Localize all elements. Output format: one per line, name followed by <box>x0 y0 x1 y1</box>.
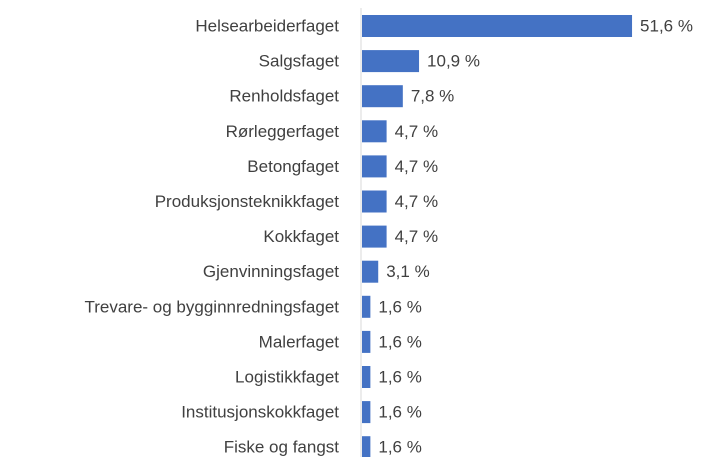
data-label: 4,7 % <box>395 122 438 141</box>
bar <box>362 436 371 457</box>
data-label: 51,6 % <box>640 16 693 35</box>
bar <box>362 85 403 108</box>
category-label: Malerfaget <box>259 332 340 351</box>
category-label: Fiske og fangst <box>224 438 340 457</box>
category-label: Kokkfaget <box>263 227 339 246</box>
category-label: Produksjonsteknikkfaget <box>155 192 340 211</box>
data-label: 4,7 % <box>395 227 438 246</box>
bar <box>362 50 420 73</box>
category-label: Betongfaget <box>247 157 339 176</box>
bar <box>362 330 371 353</box>
category-label: Trevare- og bygginnredningsfaget <box>84 297 339 316</box>
data-label: 1,6 % <box>378 438 421 457</box>
category-label: Logistikkfaget <box>235 367 339 386</box>
bar <box>362 401 371 424</box>
data-label: 1,6 % <box>378 367 421 386</box>
data-label: 1,6 % <box>378 297 421 316</box>
category-label: Salgsfaget <box>259 52 340 71</box>
data-label: 7,8 % <box>411 87 454 106</box>
bar <box>362 190 387 213</box>
data-label: 4,7 % <box>395 157 438 176</box>
bar <box>362 120 387 143</box>
data-label: 4,7 % <box>395 192 438 211</box>
bar <box>362 15 633 37</box>
category-label: Rørleggerfaget <box>226 122 340 141</box>
category-label: Renholdsfaget <box>229 87 339 106</box>
category-label: Helsearbeiderfaget <box>195 16 339 35</box>
data-label: 3,1 % <box>386 262 429 281</box>
category-label: Institusjonskokkfaget <box>181 403 339 422</box>
data-label: 1,6 % <box>378 332 421 351</box>
bar <box>362 366 371 388</box>
bar <box>362 260 379 283</box>
bar <box>362 155 387 178</box>
category-label: Gjenvinningsfaget <box>203 262 339 281</box>
data-label: 10,9 % <box>427 52 480 71</box>
bar <box>362 295 371 318</box>
data-label: 1,6 % <box>378 403 421 422</box>
bar <box>362 225 387 248</box>
